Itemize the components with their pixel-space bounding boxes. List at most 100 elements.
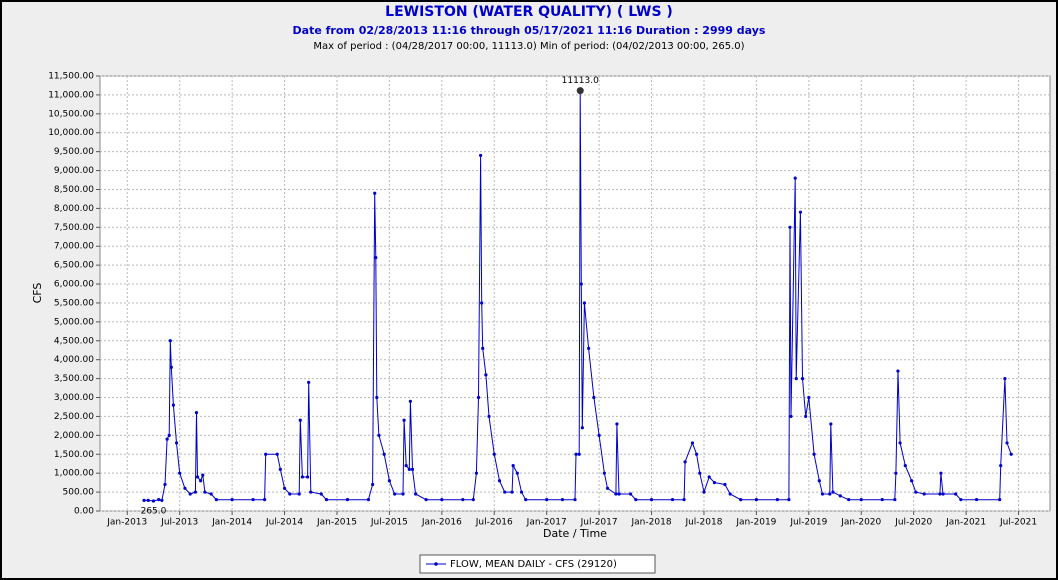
data-point [480,301,484,305]
data-point [788,225,792,229]
data-point [574,452,578,456]
chart-title: LEWISTON (WATER QUALITY) ( LWS ) [385,4,673,20]
data-point [582,301,587,305]
y-tick-label: 5,000.00 [54,317,94,327]
data-point [151,499,156,503]
y-tick-label: 7,500.00 [54,223,94,233]
data-point [387,479,392,483]
data-point [831,490,835,494]
legend-box [419,554,656,574]
data-point [377,433,381,437]
data-point [515,471,519,475]
y-tick-label: 10,500.00 [48,109,94,119]
y-tick-label: 2,500.00 [54,412,94,422]
data-point [577,452,581,456]
data-point [903,464,907,468]
data-point [474,471,479,475]
data-point [628,492,633,496]
data-point [712,481,717,485]
data-point [999,464,1003,468]
y-tick-label: 4,000.00 [54,355,94,365]
data-point [941,492,945,496]
data-point [371,482,375,487]
x-tick-label: Jan-2014 [211,518,252,528]
data-point [939,471,943,475]
data-point [264,452,268,456]
data-point [307,380,311,384]
data-point [880,498,884,502]
data-point [214,498,218,502]
y-tick-label: 10,000.00 [48,128,94,138]
data-point [545,498,549,502]
data-point [503,490,507,494]
data-point [817,479,821,483]
data-point [597,433,601,437]
y-tick-label: 1,500.00 [54,450,94,460]
data-point [174,441,179,445]
data-point [812,452,816,456]
y-tick-label: 7,000.00 [54,242,94,252]
data-point [807,395,811,400]
data-point [201,473,205,477]
y-tick-label: 11,000.00 [48,90,94,100]
x-tick-label: Jul-2013 [160,518,198,528]
y-tick-label: 8,500.00 [54,185,94,195]
legend-swatch-dot [434,562,438,566]
data-point [251,498,255,502]
max-annotation: 11113.0 [562,76,599,86]
data-point [794,377,798,381]
data-point [282,486,287,490]
data-point [614,492,618,496]
data-point [698,471,702,475]
data-point [820,492,825,496]
x-tick-label: Jan-2017 [526,518,567,528]
data-point [194,411,199,415]
data-point [573,498,577,502]
y-tick-label: 9,000.00 [54,166,94,176]
data-point [345,498,350,502]
data-point [168,339,172,343]
data-point [230,498,234,502]
x-tick-label: Jul-2017 [580,518,618,528]
data-point [789,414,793,419]
y-tick-label: 500.00 [63,488,95,498]
data-point [975,498,979,502]
y-tick-label: 1,000.00 [54,469,94,479]
legend-label: FLOW, MEAN DAILY - CFS (29120) [450,559,617,570]
x-tick-label: Jul-2016 [475,518,513,528]
data-point [723,482,727,487]
data-point [487,414,491,419]
data-point [171,403,175,407]
data-point [203,490,207,494]
y-tick-label: 8,000.00 [54,204,94,214]
data-point [1005,441,1009,445]
data-point [157,498,161,502]
data-point [828,492,832,496]
data-point [263,498,267,502]
data-point [579,282,583,286]
data-point [847,498,851,502]
data-point [898,441,902,445]
data-point [728,492,732,496]
x-tick-label: Jan-2018 [631,518,672,528]
data-point [183,486,187,490]
data-point [649,498,654,502]
data-point [775,498,779,502]
data-point [401,492,405,496]
data-point [1003,377,1007,381]
data-point [859,498,863,502]
data-point [484,373,488,377]
y-tick-label: 4,500.00 [54,336,94,346]
x-tick-label: Jul-2019 [789,518,827,528]
data-point [414,492,418,496]
data-point [324,498,329,502]
data-point [938,492,942,496]
data-point [739,498,743,502]
data-point [193,490,198,494]
data-point [195,475,200,479]
data-point [682,498,686,502]
data-point [297,492,301,496]
data-point [519,490,524,494]
y-tick-label: 3,500.00 [54,374,94,384]
